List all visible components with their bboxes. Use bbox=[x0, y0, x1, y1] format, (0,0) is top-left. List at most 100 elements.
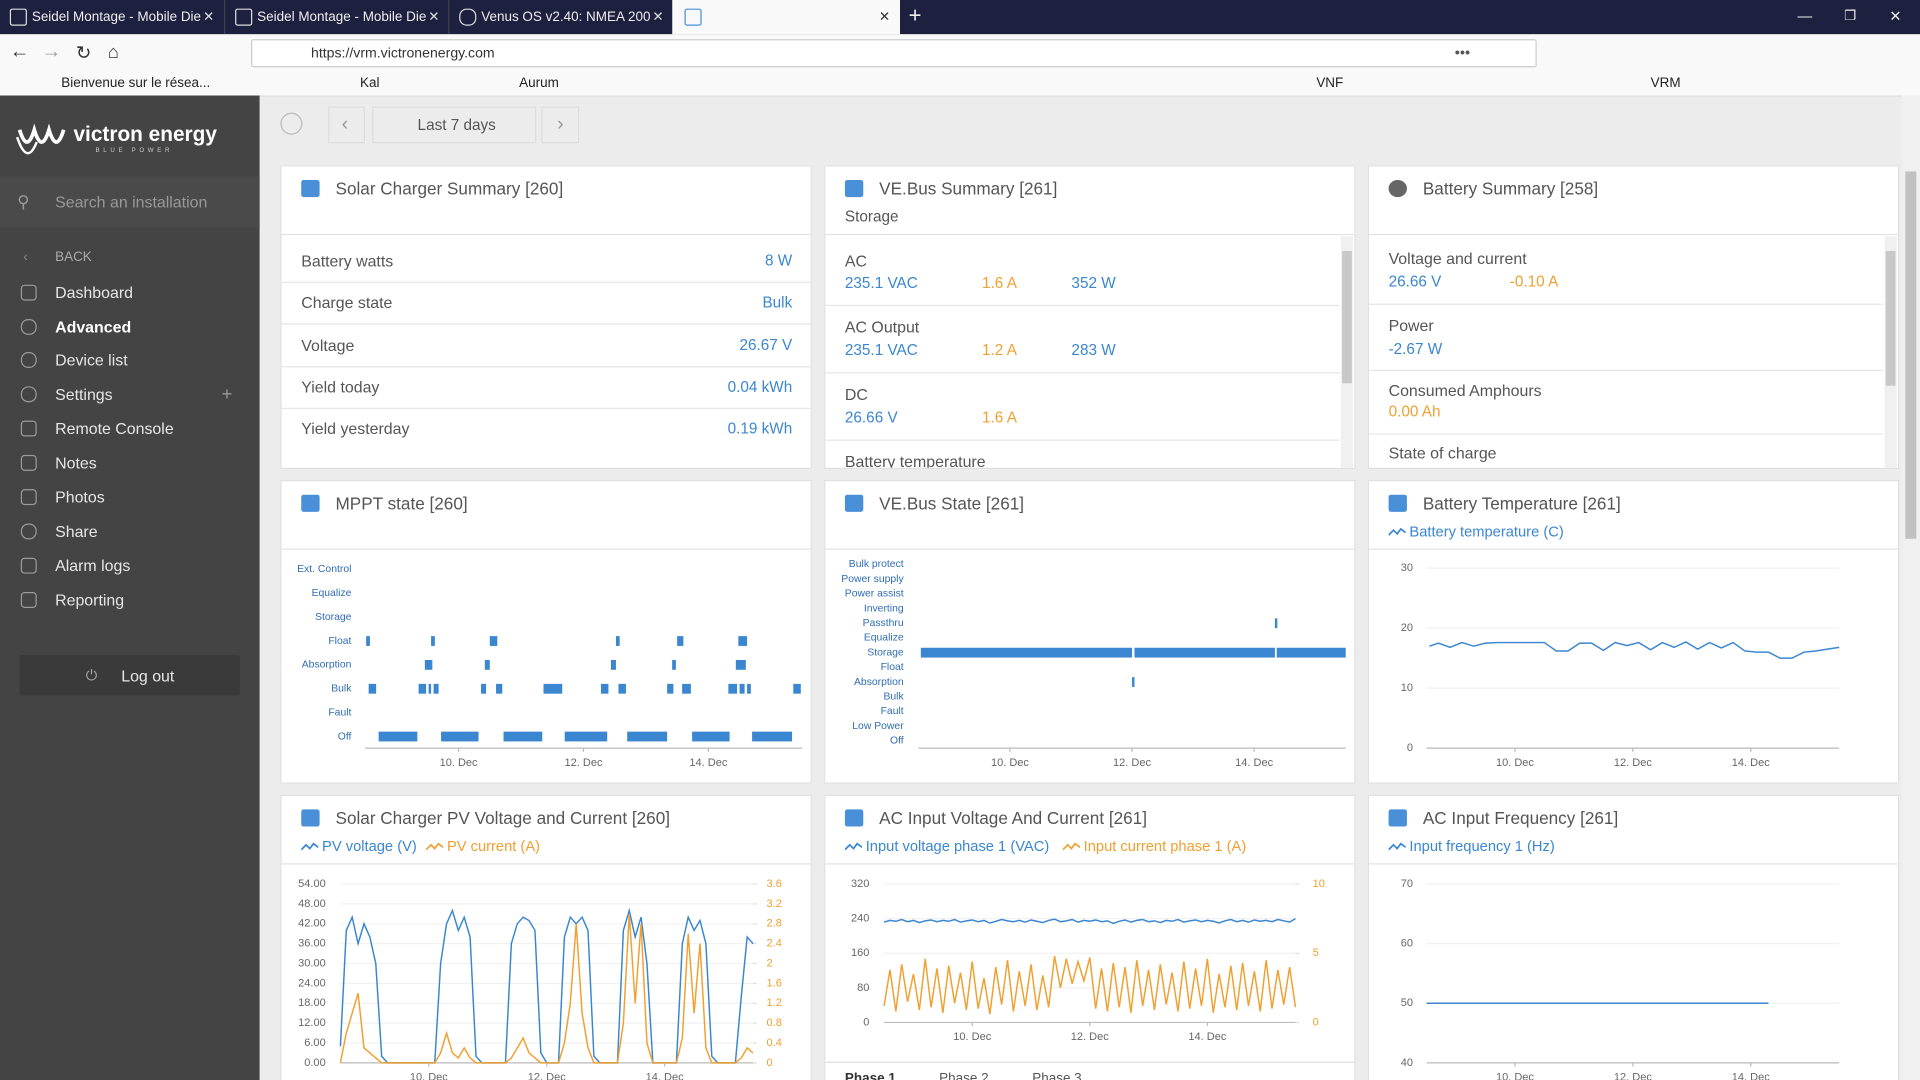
row-value: 235.1 VAC bbox=[844, 274, 918, 292]
chart-title: Solar Charger PV Voltage and Current [26… bbox=[335, 808, 671, 828]
legend-item[interactable]: Input current phase 1 (A) bbox=[1062, 838, 1246, 855]
row-label: Charge state bbox=[301, 293, 393, 312]
chart-panel: Battery Temperature [261] Battery temper… bbox=[1367, 480, 1900, 784]
nav-bar: ← → ↻ ⌂ https://vrm.victronenergy.com ••… bbox=[0, 34, 1920, 72]
tab-title: Venus OS v2.40: NMEA 2000-ou bbox=[481, 9, 651, 25]
bookmark[interactable]: Bienvenue sur le résea... bbox=[61, 75, 211, 91]
home-button[interactable]: ⌂ bbox=[107, 42, 119, 64]
row-value: -0.10 A bbox=[1509, 273, 1559, 291]
active-tab[interactable]: ✕ bbox=[672, 0, 901, 35]
chart-panel: MPPT state [260] bbox=[280, 480, 812, 784]
row-value: 1.6 A bbox=[982, 408, 1017, 427]
menu-item[interactable]: Remote Console bbox=[55, 419, 174, 438]
row-label: AC bbox=[844, 251, 868, 271]
scrollbar[interactable] bbox=[1884, 236, 1897, 468]
row-label: Power bbox=[1388, 316, 1434, 335]
reload-button[interactable]: ↻ bbox=[75, 42, 92, 64]
menu-item[interactable]: Share bbox=[55, 522, 98, 541]
bookmark[interactable]: VRM bbox=[1650, 75, 1681, 91]
phase-tab[interactable]: Phase 1 bbox=[844, 1071, 896, 1080]
period-button[interactable]: Last 7 days bbox=[372, 106, 537, 144]
chart-panel: AC Input Frequency [261] Input frequency… bbox=[1367, 794, 1900, 1080]
forward-button[interactable]: → bbox=[41, 41, 62, 63]
back-link[interactable]: BACK bbox=[55, 249, 92, 265]
new-tab[interactable]: + bbox=[908, 3, 922, 28]
row-label: Voltage and current bbox=[1388, 249, 1527, 268]
bookmark[interactable]: Aurum bbox=[519, 75, 559, 91]
widget-title: Solar Charger Summary [260] bbox=[335, 178, 564, 199]
row-value: 26.67 V bbox=[739, 336, 793, 354]
row-label: DC bbox=[844, 385, 868, 404]
logout-button[interactable]: ⏻ Log out bbox=[19, 655, 241, 696]
row-label: Yield yesterday bbox=[301, 419, 410, 438]
bookmark[interactable]: VNF bbox=[1316, 75, 1344, 91]
row-value: 1.2 A bbox=[982, 341, 1017, 359]
menu-item[interactable]: Reporting bbox=[55, 590, 125, 610]
row-value: 26.66 V bbox=[844, 408, 898, 427]
tab-bar: Seidel Montage - Mobile Diens ✕ Seidel Mo… bbox=[0, 0, 1920, 35]
menu-item[interactable]: Alarm logs bbox=[55, 556, 131, 575]
restore[interactable]: ❐ bbox=[1844, 9, 1857, 24]
row-value: 0.19 kWh bbox=[727, 420, 793, 438]
menu-item[interactable]: Device list bbox=[55, 350, 128, 370]
chart-panel: VE.Bus State [261] bbox=[824, 480, 1356, 784]
widget-subtitle: Storage bbox=[844, 208, 899, 226]
battery-summary: Battery Summary [258] Voltage and curren… bbox=[1367, 165, 1900, 469]
row-label: Yield today bbox=[301, 377, 380, 397]
legend-item[interactable]: PV current (A) bbox=[426, 838, 540, 855]
url: https://vrm.victronenergy.com bbox=[311, 46, 495, 62]
prev-button[interactable]: ‹ bbox=[328, 106, 365, 144]
solar-summary: Solar Charger Summary [260] Battery watt… bbox=[280, 165, 812, 469]
clock-icon[interactable] bbox=[280, 112, 303, 135]
legend-item[interactable]: Battery temperature (C) bbox=[1388, 523, 1564, 540]
close-window[interactable]: ✕ bbox=[1889, 7, 1902, 25]
brand: victron energy bbox=[73, 122, 217, 146]
menu-item-active[interactable]: Advanced bbox=[55, 317, 132, 337]
bookmarks-bar: Bienvenue sur le résea... Kal Aurum VNF … bbox=[0, 71, 1920, 97]
row-value: 0.00 Ah bbox=[1388, 402, 1441, 421]
widget-title: VE.Bus Summary [261] bbox=[879, 178, 1058, 199]
menu-item[interactable]: Dashboard bbox=[55, 283, 133, 302]
legend-item[interactable]: Input frequency 1 (Hz) bbox=[1388, 838, 1555, 855]
period: Last 7 days bbox=[417, 116, 496, 134]
row-label: Battery watts bbox=[301, 251, 394, 271]
back-button[interactable]: ← bbox=[9, 41, 30, 63]
phase-tab[interactable]: Phase 3 bbox=[1032, 1071, 1082, 1080]
minimize[interactable]: — bbox=[1797, 7, 1813, 25]
menu-item[interactable]: Settings bbox=[55, 385, 113, 404]
row-value: 8 W bbox=[765, 252, 793, 270]
row-label: Voltage bbox=[301, 336, 355, 355]
chart-title: AC Input Frequency [261] bbox=[1422, 808, 1619, 828]
row-label: State of charge bbox=[1388, 443, 1497, 463]
chart-panel: Solar Charger PV Voltage and Current [26… bbox=[280, 794, 812, 1080]
search-placeholder: Search an installation bbox=[55, 192, 208, 212]
legend-item[interactable]: Input voltage phase 1 (VAC) bbox=[844, 838, 1049, 855]
page-scrollbar[interactable] bbox=[1901, 95, 1920, 1080]
menu-item[interactable]: Notes bbox=[55, 453, 97, 473]
chart-title: VE.Bus State [261] bbox=[879, 493, 1025, 514]
vebus-summary: VE.Bus Summary [261] Storage AC 235.1 VAC… bbox=[824, 165, 1356, 469]
url-bar[interactable]: https://vrm.victronenergy.com ••• bbox=[251, 39, 1537, 68]
row-label: AC Output bbox=[844, 317, 920, 337]
menu-item[interactable]: Photos bbox=[55, 487, 105, 507]
tagline: BLUE POWER bbox=[95, 146, 174, 155]
legend-item[interactable]: PV voltage (V) bbox=[301, 838, 417, 855]
tab[interactable]: Venus OS v2.40: NMEA 2000-ou✕ bbox=[448, 0, 673, 35]
widget-title: Battery Summary [258] bbox=[1422, 178, 1599, 199]
logout-label: Log out bbox=[121, 666, 175, 686]
chart-title: AC Input Voltage And Current [261] bbox=[879, 808, 1147, 828]
sidebar: victron energy BLUE POWER ⚲ Search an in… bbox=[0, 95, 260, 1080]
tab[interactable]: Seidel Montage - Mobile Diens ✕ bbox=[224, 0, 449, 35]
row-value: Bulk bbox=[762, 293, 793, 312]
bookmark[interactable]: Kal bbox=[360, 75, 380, 91]
row-value: 26.66 V bbox=[1388, 273, 1442, 291]
phase-tab[interactable]: Phase 2 bbox=[939, 1071, 989, 1080]
row-label: Consumed Amphours bbox=[1388, 381, 1542, 400]
chart-title: MPPT state [260] bbox=[335, 493, 468, 514]
search[interactable]: ⚲ Search an installation bbox=[0, 176, 260, 228]
tab-title: Seidel Montage - Mobile Diens bbox=[257, 9, 427, 25]
next-button[interactable]: › bbox=[541, 106, 580, 144]
tab[interactable]: Seidel Montage - Mobile Diens ✕ bbox=[0, 0, 224, 34]
scrollbar[interactable] bbox=[1340, 236, 1354, 468]
